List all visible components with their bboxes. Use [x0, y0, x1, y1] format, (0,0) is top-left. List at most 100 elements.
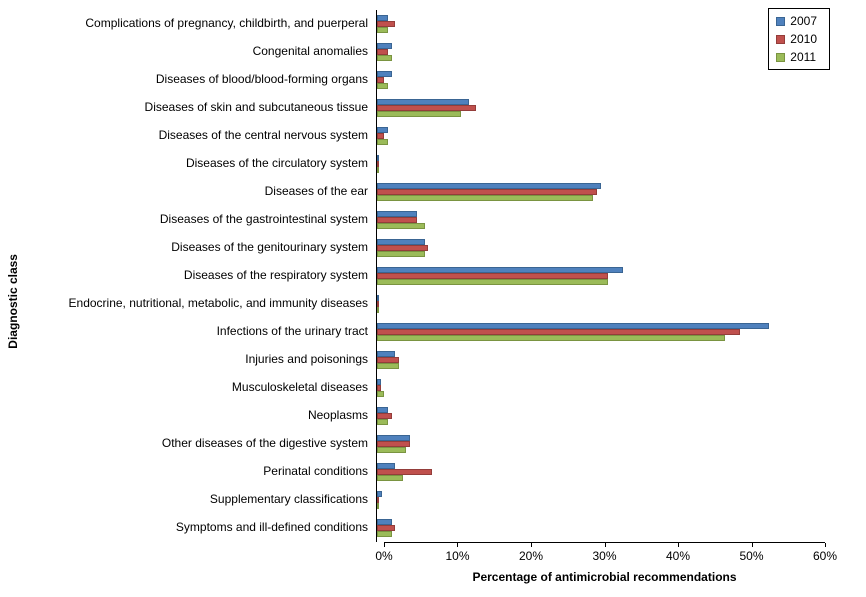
bar-2010 [377, 217, 418, 223]
legend-swatch-icon [776, 34, 786, 44]
bar-2011 [377, 363, 399, 369]
category-label: Injuries and poisonings [245, 352, 368, 367]
x-tick-label: 0% [375, 549, 393, 563]
legend-item-2007: 2007 [776, 14, 817, 28]
x-axis: 0% 10% 20% 30% 40% 50% 60% [375, 542, 837, 566]
bar-group [376, 514, 817, 542]
category-label: Congenital anomalies [252, 44, 368, 59]
bar-2011 [377, 83, 388, 89]
x-tick-mark [825, 543, 826, 547]
legend-swatch-icon [776, 52, 786, 62]
x-tick-label: 50% [739, 549, 764, 563]
bar-2007 [377, 211, 418, 217]
legend-label: 2010 [790, 32, 817, 46]
bar-group [376, 206, 817, 234]
category-row: Diseases of the genitourinary system [26, 234, 866, 262]
bar-2010 [377, 21, 396, 27]
category-label: Complications of pregnancy, childbirth, … [85, 16, 368, 31]
bar-2010 [377, 161, 379, 167]
bar-2011 [377, 391, 385, 397]
legend: 2007 2010 2011 [768, 8, 830, 70]
bar-2007 [377, 43, 392, 49]
category-row: Other diseases of the digestive system [26, 430, 866, 458]
category-row: Symptoms and ill-defined conditions [26, 514, 866, 542]
bar-group [376, 94, 817, 122]
bar-group [376, 374, 817, 402]
bar-2011 [377, 503, 380, 509]
bar-2010 [377, 413, 392, 419]
bar-2011 [377, 475, 403, 481]
bar-2011 [377, 27, 388, 33]
category-row: Endocrine, nutritional, metabolic, and i… [26, 290, 866, 318]
bar-2011 [377, 447, 407, 453]
y-axis-title-text: Diagnostic class [6, 254, 20, 349]
category-label: Diseases of the respiratory system [183, 268, 368, 283]
bar-2010 [377, 105, 476, 111]
category-label: Musculoskeletal diseases [231, 380, 368, 395]
bar-2010 [377, 469, 432, 475]
bar-2010 [377, 273, 608, 279]
bar-group [376, 290, 817, 318]
category-row: Diseases of the respiratory system [26, 262, 866, 290]
bar-2007 [377, 407, 388, 413]
category-row: Perinatal conditions [26, 458, 866, 486]
bar-2007 [377, 379, 381, 385]
legend-item-2010: 2010 [776, 32, 817, 46]
bar-2007 [377, 71, 392, 77]
bar-group [376, 486, 817, 514]
bar-2011 [377, 167, 379, 173]
bar-group [376, 402, 817, 430]
category-row: Diseases of the central nervous system [26, 122, 866, 150]
bar-2011 [377, 279, 608, 285]
x-tick-label: 30% [592, 549, 617, 563]
category-row: Congenital anomalies [26, 38, 866, 66]
bar-2011 [377, 419, 388, 425]
x-tick-mark [751, 543, 753, 547]
bar-2010 [377, 49, 388, 55]
bar-2007 [377, 491, 383, 497]
x-tick-label: 40% [665, 549, 690, 563]
bar-2007 [377, 127, 388, 133]
category-row: Injuries and poisonings [26, 346, 866, 374]
bar-2007 [377, 435, 410, 441]
category-label: Other diseases of the digestive system [161, 436, 368, 451]
bar-2007 [377, 155, 379, 161]
category-row: Infections of the urinary tract [26, 318, 866, 346]
category-label: Diseases of the circulatory system [185, 156, 368, 171]
x-tick-mark [530, 543, 532, 547]
category-row: Diseases of skin and subcutaneous tissue [26, 94, 866, 122]
bar-2010 [377, 497, 380, 503]
bar-2007 [377, 323, 770, 329]
x-tick-mark [457, 543, 459, 547]
category-label: Diseases of the gastrointestinal system [159, 212, 368, 227]
category-row: Diseases of the circulatory system [26, 150, 866, 178]
bar-2007 [377, 351, 396, 357]
bar-2011 [377, 55, 392, 61]
bar-2007 [377, 267, 623, 273]
bar-group [376, 318, 817, 346]
plot-area: Complications of pregnancy, childbirth, … [26, 6, 866, 597]
bar-2011 [377, 251, 425, 257]
category-row: Complications of pregnancy, childbirth, … [26, 10, 866, 38]
category-row: Diseases of the gastrointestinal system [26, 206, 866, 234]
category-rows: Complications of pregnancy, childbirth, … [26, 10, 866, 542]
x-tick-label: 60% [812, 549, 838, 563]
bar-2011 [377, 335, 726, 341]
legend-item-2011: 2011 [776, 50, 817, 64]
x-tick-label: 20% [518, 549, 543, 563]
category-row: Diseases of blood/blood-forming organs [26, 66, 866, 94]
bar-group [376, 458, 817, 486]
x-tick-mark [384, 543, 385, 547]
bar-2007 [377, 15, 388, 21]
category-label: Neoplasms [307, 408, 368, 423]
bar-group [376, 234, 817, 262]
category-label: Supplementary classifications [209, 492, 368, 507]
bar-2010 [377, 329, 740, 335]
bar-group [376, 178, 817, 206]
bar-group [376, 66, 817, 94]
bar-2010 [377, 77, 385, 83]
bar-2010 [377, 133, 385, 139]
bar-2010 [377, 525, 396, 531]
x-tick-mark [604, 543, 606, 547]
